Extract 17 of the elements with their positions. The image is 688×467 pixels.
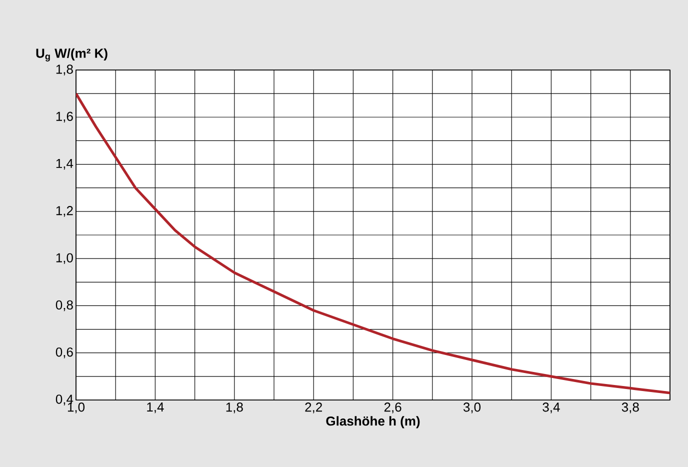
y-axis-title: U$_{g}$ W/(m² K) [36,48,108,62]
x-tick-label: 3,8 [622,402,639,414]
x-tick-label: 3,4 [542,402,560,414]
x-tick-label: 2,6 [384,402,402,414]
x-tick-label: 2,2 [305,402,322,414]
y-tick-label: 1,2 [56,206,73,217]
y-tick-label: 1,4 [56,158,74,170]
x-tick-label: 1,8 [226,402,243,414]
y-tick-label: 1,0 [56,253,73,264]
y-tick-label: 0,8 [56,300,73,312]
x-axis-title: Glashöhe h (m) [326,416,420,428]
y-tick-label: 1,6 [56,112,73,122]
x-tick-label: 1,4 [147,402,164,414]
y-tick-label: 1,8 [56,64,73,76]
line-series [76,92,670,394]
y-tick-label: 0,6 [56,347,73,358]
x-tick-label: 3,0 [463,402,481,414]
